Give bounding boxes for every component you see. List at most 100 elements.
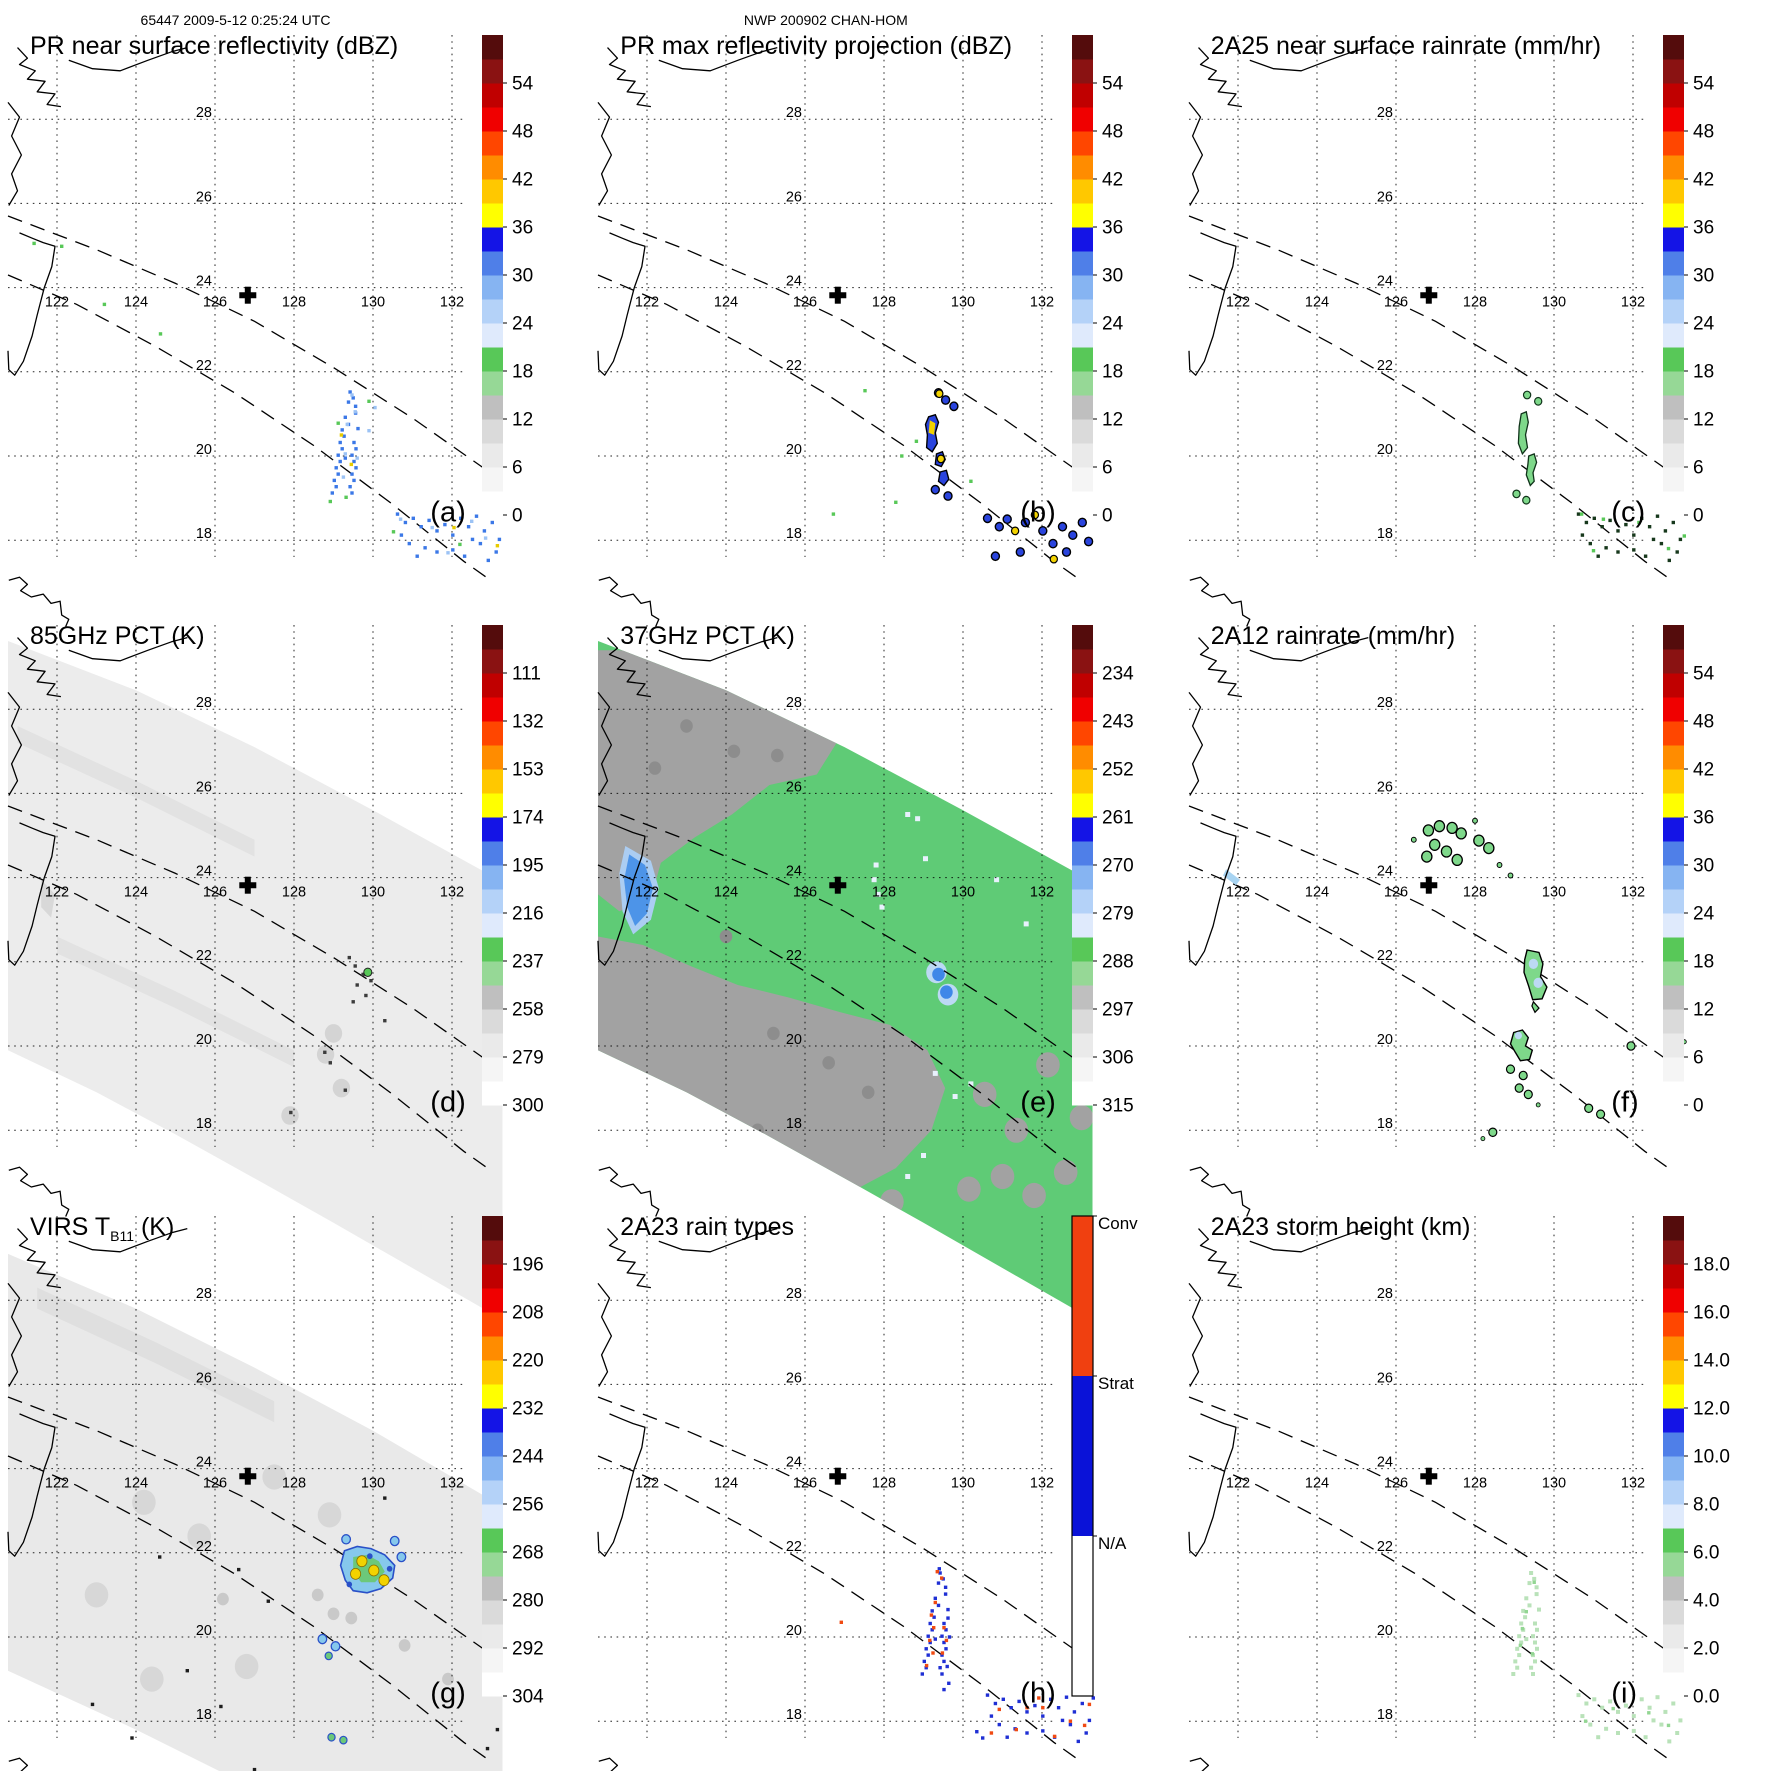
lon-label: 132 <box>440 295 464 311</box>
lat-label: 24 <box>196 1454 212 1470</box>
graticule-labels: 122 124 126 128 130 132 18 20 22 24 26 28 <box>1226 105 1645 542</box>
lat-label: 22 <box>786 948 802 964</box>
colorbar-segment <box>482 299 503 324</box>
lat-label: 22 <box>1377 358 1393 374</box>
colorbar-tick-label: 216 <box>512 904 544 925</box>
data-spots <box>346 1552 393 1587</box>
colorbar-tick-label: 288 <box>1102 952 1134 973</box>
colorbar-tick-label: 280 <box>512 1590 544 1611</box>
coastlines <box>597 46 778 627</box>
lon-label: 122 <box>1226 1475 1250 1491</box>
colorbar-segment <box>1662 1599 1684 1625</box>
lat-label: 18 <box>1377 526 1393 542</box>
panel-a: 65447 2009-5-12 0:25:24 UTC PR near surfa… <box>0 0 590 627</box>
data-blob <box>1522 949 1548 1001</box>
data-dots <box>1576 512 1682 563</box>
colorbar-segment <box>482 1503 503 1529</box>
graticule <box>1188 625 1644 1148</box>
lon-label: 128 <box>872 885 896 901</box>
colorbar-segment <box>482 1335 503 1361</box>
storm-center-cross-marker <box>1419 876 1437 894</box>
lon-label: 126 <box>203 295 227 311</box>
panel-title-c: 2A25 near surface rainrate (mm/hr) <box>1211 32 1601 61</box>
colorbar-tick-label: 54 <box>1102 74 1124 95</box>
colorbar-tick-label: 18 <box>1693 362 1714 383</box>
lat-label: 18 <box>786 526 802 542</box>
graticule-labels: 122 124 126 128 130 132 18 20 22 24 26 28 <box>1226 1286 1645 1723</box>
panel-title-h: 2A23 rain types <box>620 1213 794 1242</box>
lon-label: 130 <box>1542 295 1566 311</box>
lon-label: 122 <box>45 1475 69 1491</box>
colorbar-segment <box>482 1455 503 1481</box>
colorbar-segment <box>1662 107 1684 132</box>
data-blob <box>57 936 294 1068</box>
colorbar-segment <box>1662 1623 1684 1649</box>
lon-label: 132 <box>440 1475 464 1491</box>
colorbar-segment <box>482 35 503 60</box>
lat-label: 18 <box>786 1707 802 1723</box>
colorbar-segment <box>482 83 503 108</box>
colorbar-segment <box>1662 673 1684 698</box>
colorbar-segment <box>482 251 503 276</box>
graticule <box>8 625 463 1148</box>
colorbar-segment <box>482 443 503 468</box>
colorbar-segment <box>1662 649 1684 674</box>
data-blob <box>598 650 837 912</box>
data-dots <box>1510 1570 1541 1676</box>
map-c: 122 124 126 128 130 132 18 20 22 24 26 28 (c) <box>1188 35 1686 627</box>
colorbar-tick-label: 12 <box>1693 410 1714 431</box>
colorbar-segment <box>1662 1647 1684 1673</box>
lon-label: 128 <box>282 295 306 311</box>
lat-label: 24 <box>1377 864 1393 880</box>
colorbar-segment <box>1072 179 1094 204</box>
colorbar-segment <box>482 913 503 938</box>
data-dots <box>395 512 502 563</box>
colorbar-tick-label: 258 <box>512 1000 544 1021</box>
colorbar-segment <box>1072 793 1094 818</box>
colorbar-i: 18.0 16.0 14.0 12.0 10.0 8.0 6.0 4.0 2.0 0.0 <box>1662 1215 1730 1707</box>
coastlines <box>597 637 778 1218</box>
lat-label: 28 <box>196 105 212 121</box>
graticule <box>598 625 1054 1148</box>
colorbar-segment <box>1072 251 1094 276</box>
panel-letter: (e) <box>1021 1087 1056 1119</box>
colorbar-segment <box>482 395 503 420</box>
data-dots <box>1518 1580 1670 1727</box>
panel-title-text: 2A12 rainrate (mm/hr) <box>1210 622 1456 651</box>
colorbar-tick-label: 48 <box>1102 122 1123 143</box>
colorbar-tick-label: 208 <box>512 1302 544 1323</box>
panel-h: 2A23 rain types 122 124 126 128 130 132 18 20 22 2… <box>590 1181 1180 1771</box>
colorbar-tick-label: 153 <box>512 760 544 781</box>
colorbar-tick-label: 315 <box>1102 1096 1134 1117</box>
colorbar-tick-label: 256 <box>512 1494 544 1515</box>
colorbar-segment <box>1662 865 1684 890</box>
lat-label: 20 <box>196 1032 212 1048</box>
colorbar-tick-label: 6 <box>1102 458 1113 479</box>
data-spots <box>317 1533 407 1652</box>
colorbar-segment <box>482 1551 503 1577</box>
colorbar-tick-label: 14.0 <box>1693 1350 1730 1371</box>
colorbar-tick-label: 306 <box>1102 1048 1134 1069</box>
graticule-labels: 122 124 126 128 130 132 18 20 22 24 26 28 <box>45 105 464 542</box>
colorbar-segment <box>482 1431 503 1457</box>
colorbar-tick-label: 237 <box>512 952 544 973</box>
colorbar-tick-label: 42 <box>512 170 533 191</box>
colorbar-tick-label: 24 <box>512 314 534 335</box>
lat-label: 20 <box>196 442 212 458</box>
colorbar-segment <box>482 1407 503 1433</box>
colorbar-segment <box>1662 491 1684 516</box>
colorbar-segment <box>482 1383 503 1409</box>
swath-edge-dashes <box>1188 215 1684 579</box>
colorbar-tick-label: 0 <box>512 506 523 527</box>
colorbar-tick-label: 0.0 <box>1693 1686 1719 1707</box>
colorbar-segment <box>1662 1527 1684 1553</box>
colorbar-tick-label: 16.0 <box>1693 1302 1730 1323</box>
graticule-labels: 122 124 126 128 130 132 18 20 22 24 26 28 <box>1226 695 1645 1132</box>
storm-center-cross-marker <box>239 876 257 894</box>
lon-label: 124 <box>124 295 148 311</box>
colorbar-segment <box>1072 395 1094 420</box>
colorbar-segment <box>482 131 503 156</box>
colorbar-segment <box>482 371 503 396</box>
coastlines <box>7 1227 188 1771</box>
data-dots <box>937 1566 1096 1740</box>
